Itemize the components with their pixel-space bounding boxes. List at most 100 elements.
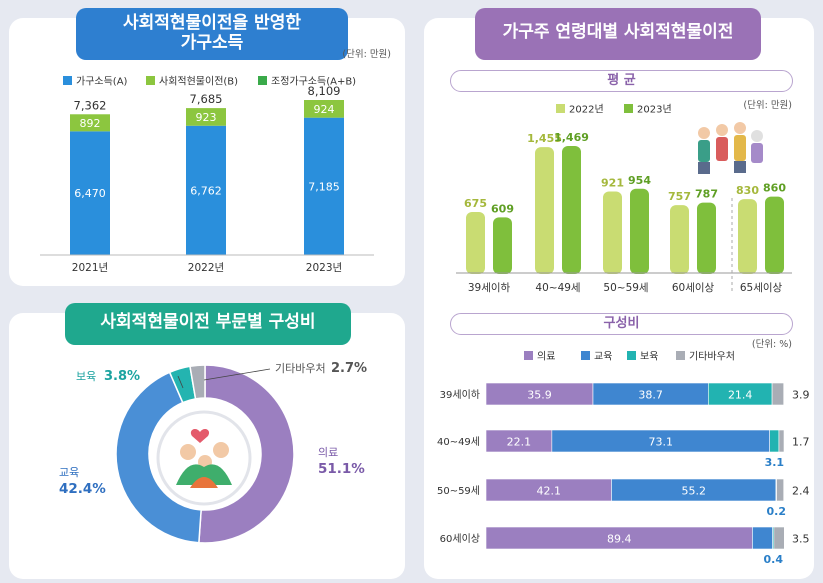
income-value-b-2: 924 bbox=[314, 103, 335, 116]
comp-value-0-3: 3.9 bbox=[792, 389, 810, 402]
avg-bar-1-1 bbox=[562, 146, 581, 274]
avg-bar-1-4 bbox=[765, 196, 784, 274]
comp-legend-swatch-1 bbox=[581, 351, 590, 360]
section-composition-label: 구성비 bbox=[450, 313, 793, 335]
donut-slice-3 bbox=[189, 364, 206, 400]
donut-value-3: 2.7% bbox=[331, 361, 367, 376]
donut-label-1: 교육 bbox=[59, 466, 79, 479]
comp-bar-1-3 bbox=[778, 429, 785, 453]
comp-value-2-1: 55.2 bbox=[681, 485, 706, 498]
donut-value-1: 42.4% bbox=[59, 481, 106, 497]
avg-category-2: 50~59세 bbox=[603, 282, 648, 294]
comp-legend-swatch-0 bbox=[524, 351, 533, 360]
donut-label-2: 보육 bbox=[76, 370, 96, 383]
avg-value-0-0: 675 bbox=[464, 197, 487, 210]
income-category-1: 2022년 bbox=[188, 262, 224, 274]
income-total-2: 8,109 bbox=[308, 84, 341, 98]
avg-category-1: 40~49세 bbox=[535, 282, 580, 294]
section-average-label: 평 균 bbox=[450, 70, 793, 92]
donut-leader-3 bbox=[203, 368, 271, 381]
comp-category-2: 50~59세 bbox=[437, 485, 480, 497]
avg-bar-1-3 bbox=[697, 202, 716, 274]
avg-value-1-4: 860 bbox=[763, 182, 786, 195]
comp-value-0-1: 38.7 bbox=[638, 389, 663, 402]
comp-legend-swatch-3 bbox=[676, 351, 685, 360]
avg-value-1-2: 954 bbox=[628, 174, 651, 187]
comp-value-1-0: 22.1 bbox=[507, 436, 532, 449]
income-unit-label: (단위: 만원) bbox=[342, 48, 391, 60]
comp-bar-1-2 bbox=[769, 429, 780, 453]
comp-value-2-2: 0.2 bbox=[767, 505, 787, 518]
elderly-group-illustration bbox=[698, 122, 763, 174]
income-value-b-1: 923 bbox=[196, 111, 217, 124]
income-legend-swatch-2 bbox=[258, 76, 267, 85]
avg-category-3: 60세이상 bbox=[672, 282, 715, 294]
income-panel-title: 사회적현물이전을 반영한 가구소득 bbox=[76, 8, 348, 60]
composition-panel-title: 사회적현물이전 부문별 구성비 bbox=[65, 303, 351, 345]
avg-bar-1-0 bbox=[493, 217, 512, 274]
avg-legend-swatch-0 bbox=[556, 104, 565, 113]
income-legend-label-2: 조정가구소득(A+B) bbox=[271, 76, 356, 88]
comp-legend-label-0: 의료 bbox=[537, 351, 555, 363]
comp-unit-label: (단위: %) bbox=[752, 338, 792, 350]
income-total-0: 7,362 bbox=[74, 98, 107, 112]
avg-value-0-2: 921 bbox=[601, 177, 624, 190]
income-title-line1: 사회적현물이전을 반영한 bbox=[123, 13, 301, 33]
comp-legend-label-3: 기타바우처 bbox=[689, 351, 735, 363]
income-bar-a-2 bbox=[304, 117, 344, 255]
income-bar-b-0 bbox=[70, 114, 110, 132]
avg-bar-1-2 bbox=[630, 188, 649, 274]
comp-bar-0-3 bbox=[771, 382, 785, 406]
donut-value-2: 3.8% bbox=[104, 369, 140, 384]
avg-value-0-4: 830 bbox=[736, 184, 759, 197]
age-panel-title: 가구주 연령대별 사회적현물이전 bbox=[475, 8, 761, 60]
avg-value-1-1: 1,469 bbox=[554, 131, 589, 144]
avg-bar-0-4 bbox=[738, 199, 757, 274]
comp-bar-3-1 bbox=[752, 526, 773, 550]
comp-category-3: 60세이상 bbox=[440, 533, 480, 545]
avg-category-4: 65세이상 bbox=[740, 282, 783, 294]
income-category-2: 2023년 bbox=[306, 262, 342, 274]
avg-legend-swatch-1 bbox=[624, 104, 633, 113]
income-total-1: 7,685 bbox=[190, 92, 223, 106]
comp-legend-swatch-2 bbox=[627, 351, 636, 360]
avg-value-0-3: 757 bbox=[668, 190, 691, 203]
income-value-a-1: 6,762 bbox=[190, 184, 222, 197]
income-value-b-0: 892 bbox=[80, 117, 101, 130]
comp-value-3-2: 0.4 bbox=[764, 553, 784, 566]
avg-legend-label-0: 2022년 bbox=[569, 104, 604, 116]
avg-unit-label: (단위: 만원) bbox=[743, 99, 792, 111]
donut-slice-0 bbox=[198, 364, 295, 544]
income-bar-b-2 bbox=[304, 100, 344, 118]
donut-slice-1 bbox=[115, 371, 202, 544]
income-bar-b-1 bbox=[186, 108, 226, 126]
comp-legend-label-2: 보육 bbox=[640, 351, 658, 363]
comp-value-3-3: 3.5 bbox=[792, 533, 810, 546]
avg-category-0: 39세이하 bbox=[468, 281, 511, 294]
comp-category-0: 39세이하 bbox=[440, 388, 480, 401]
avg-bar-0-0 bbox=[466, 211, 485, 274]
income-legend-label-0: 가구소득(A) bbox=[76, 76, 128, 88]
avg-bar-0-3 bbox=[670, 205, 689, 274]
comp-value-2-3: 2.4 bbox=[792, 485, 810, 498]
income-legend-label-1: 사회적현물이전(B) bbox=[159, 76, 238, 88]
income-value-a-0: 6,470 bbox=[74, 187, 106, 200]
donut-label-0: 의료 bbox=[318, 446, 338, 459]
family-illustration bbox=[156, 410, 252, 506]
comp-legend-label-1: 교육 bbox=[594, 351, 612, 363]
comp-bar-2-3 bbox=[776, 478, 785, 502]
comp-value-0-2: 21.4 bbox=[728, 389, 753, 402]
avg-value-0-1: 1,455 bbox=[527, 132, 562, 145]
income-legend-swatch-0 bbox=[63, 76, 72, 85]
comp-category-1: 40~49세 bbox=[437, 436, 480, 448]
comp-value-0-0: 35.9 bbox=[527, 389, 552, 402]
income-legend-swatch-1 bbox=[146, 76, 155, 85]
income-category-0: 2021년 bbox=[72, 262, 108, 274]
comp-value-1-3: 1.7 bbox=[792, 436, 810, 449]
income-title-line2: 가구소득 bbox=[180, 32, 244, 53]
comp-value-2-0: 42.1 bbox=[536, 485, 561, 498]
income-value-a-2: 7,185 bbox=[308, 180, 340, 193]
income-bar-a-0 bbox=[70, 131, 110, 255]
income-bar-a-1 bbox=[186, 125, 226, 255]
